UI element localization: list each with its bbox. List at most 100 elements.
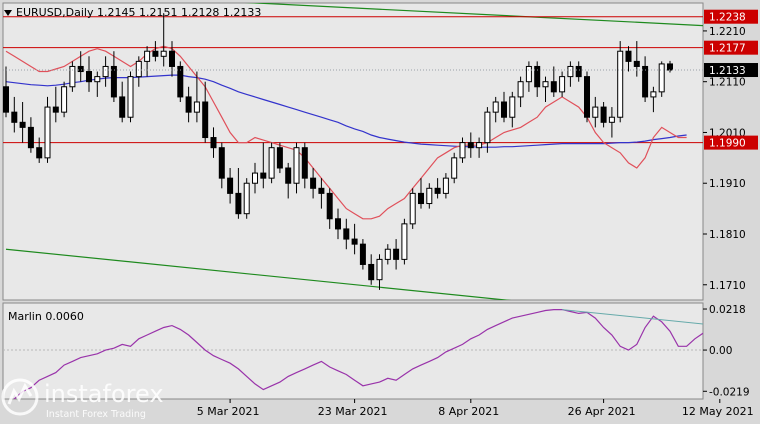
level-label-2-box: [704, 135, 758, 150]
candle[interactable]: [359, 239, 366, 270]
candle[interactable]: [442, 173, 449, 199]
candle[interactable]: [467, 132, 474, 158]
candle[interactable]: [393, 239, 400, 270]
candle[interactable]: [384, 244, 391, 265]
candle[interactable]: [235, 168, 242, 219]
candle[interactable]: [110, 51, 117, 102]
level-label-0: 1.2238: [709, 12, 746, 24]
candle[interactable]: [501, 91, 507, 123]
candle[interactable]: [625, 46, 632, 72]
candle[interactable]: [169, 41, 175, 77]
candle[interactable]: [326, 188, 333, 229]
candle[interactable]: [351, 223, 358, 255]
candle[interactable]: [276, 142, 283, 174]
date-tick-label: 8 Apr 2021: [438, 405, 499, 418]
candle[interactable]: [335, 208, 341, 240]
candle-body-bull: [442, 177, 449, 194]
oscillator-panel[interactable]: [2, 302, 728, 403]
dropdown-triangle-icon[interactable]: [4, 10, 12, 16]
candle[interactable]: [152, 41, 159, 62]
candle[interactable]: [525, 61, 532, 92]
candle[interactable]: [52, 86, 59, 123]
candle[interactable]: [36, 137, 43, 163]
oscillator-plot-area[interactable]: [2, 302, 704, 400]
candle[interactable]: [534, 61, 541, 97]
candle[interactable]: [426, 183, 433, 209]
candle-body-bear: [550, 81, 557, 93]
candle[interactable]: [86, 56, 92, 92]
candle[interactable]: [185, 86, 192, 123]
oscillator-line: [12, 309, 703, 399]
candle-body-bull: [384, 248, 391, 260]
candle[interactable]: [318, 178, 325, 209]
candle[interactable]: [650, 86, 657, 113]
candle[interactable]: [658, 61, 665, 97]
candle[interactable]: [243, 178, 250, 219]
candle[interactable]: [218, 142, 225, 189]
candle[interactable]: [135, 56, 142, 87]
candle[interactable]: [44, 96, 51, 163]
candle[interactable]: [260, 142, 267, 189]
candle[interactable]: [119, 81, 126, 123]
candle[interactable]: [268, 142, 275, 184]
candle[interactable]: [434, 178, 441, 199]
candle[interactable]: [102, 56, 109, 87]
candle[interactable]: [252, 162, 258, 194]
candle[interactable]: [418, 178, 424, 209]
candle[interactable]: [11, 96, 18, 133]
candle[interactable]: [642, 56, 649, 102]
candle[interactable]: [293, 142, 300, 194]
candle[interactable]: [509, 91, 516, 128]
candle[interactable]: [451, 152, 458, 184]
main-price-panel[interactable]: [2, 0, 728, 309]
candle[interactable]: [459, 137, 466, 163]
candle[interactable]: [600, 102, 607, 128]
candle[interactable]: [202, 81, 209, 143]
candle[interactable]: [77, 51, 84, 82]
candle-body-bull: [69, 65, 76, 88]
candle-body-bear: [318, 187, 325, 194]
candle[interactable]: [484, 107, 491, 153]
osc-tick-label: -0.0219: [709, 386, 750, 398]
level-label-1: 1.2177: [709, 43, 746, 55]
candle[interactable]: [517, 76, 524, 108]
candle[interactable]: [559, 71, 566, 97]
candle[interactable]: [592, 96, 599, 128]
candle[interactable]: [285, 162, 292, 199]
candle[interactable]: [193, 71, 200, 123]
candle[interactable]: [310, 168, 317, 199]
candle[interactable]: [3, 66, 9, 118]
candle[interactable]: [61, 81, 68, 118]
candle[interactable]: [69, 61, 76, 92]
candle[interactable]: [542, 76, 549, 102]
price-plot-area[interactable]: [2, 2, 704, 301]
candle[interactable]: [409, 188, 416, 229]
candle[interactable]: [567, 61, 574, 87]
candle[interactable]: [575, 61, 582, 82]
candle[interactable]: [227, 168, 234, 204]
candle[interactable]: [476, 137, 483, 158]
candle-body-bull: [459, 142, 466, 159]
candle[interactable]: [492, 96, 499, 123]
candle[interactable]: [177, 61, 184, 102]
candle[interactable]: [144, 46, 151, 77]
candle[interactable]: [584, 71, 590, 123]
candle[interactable]: [27, 117, 34, 153]
watermark-logo-icon: [1, 378, 39, 416]
candle[interactable]: [376, 254, 383, 290]
candle[interactable]: [368, 254, 375, 285]
candle[interactable]: [210, 127, 217, 158]
candle[interactable]: [160, 13, 167, 67]
candle[interactable]: [127, 71, 134, 123]
candle[interactable]: [401, 218, 408, 265]
label-layer: 1.2238 1.2177 1.1990 1.2133: [704, 9, 758, 150]
candle[interactable]: [550, 66, 557, 97]
candle-body-bear: [326, 192, 333, 220]
candle[interactable]: [19, 102, 26, 143]
candle[interactable]: [633, 41, 640, 77]
candle[interactable]: [301, 142, 308, 189]
candle[interactable]: [608, 107, 615, 138]
candle[interactable]: [94, 71, 101, 97]
candle[interactable]: [617, 41, 624, 123]
candle[interactable]: [343, 218, 350, 250]
